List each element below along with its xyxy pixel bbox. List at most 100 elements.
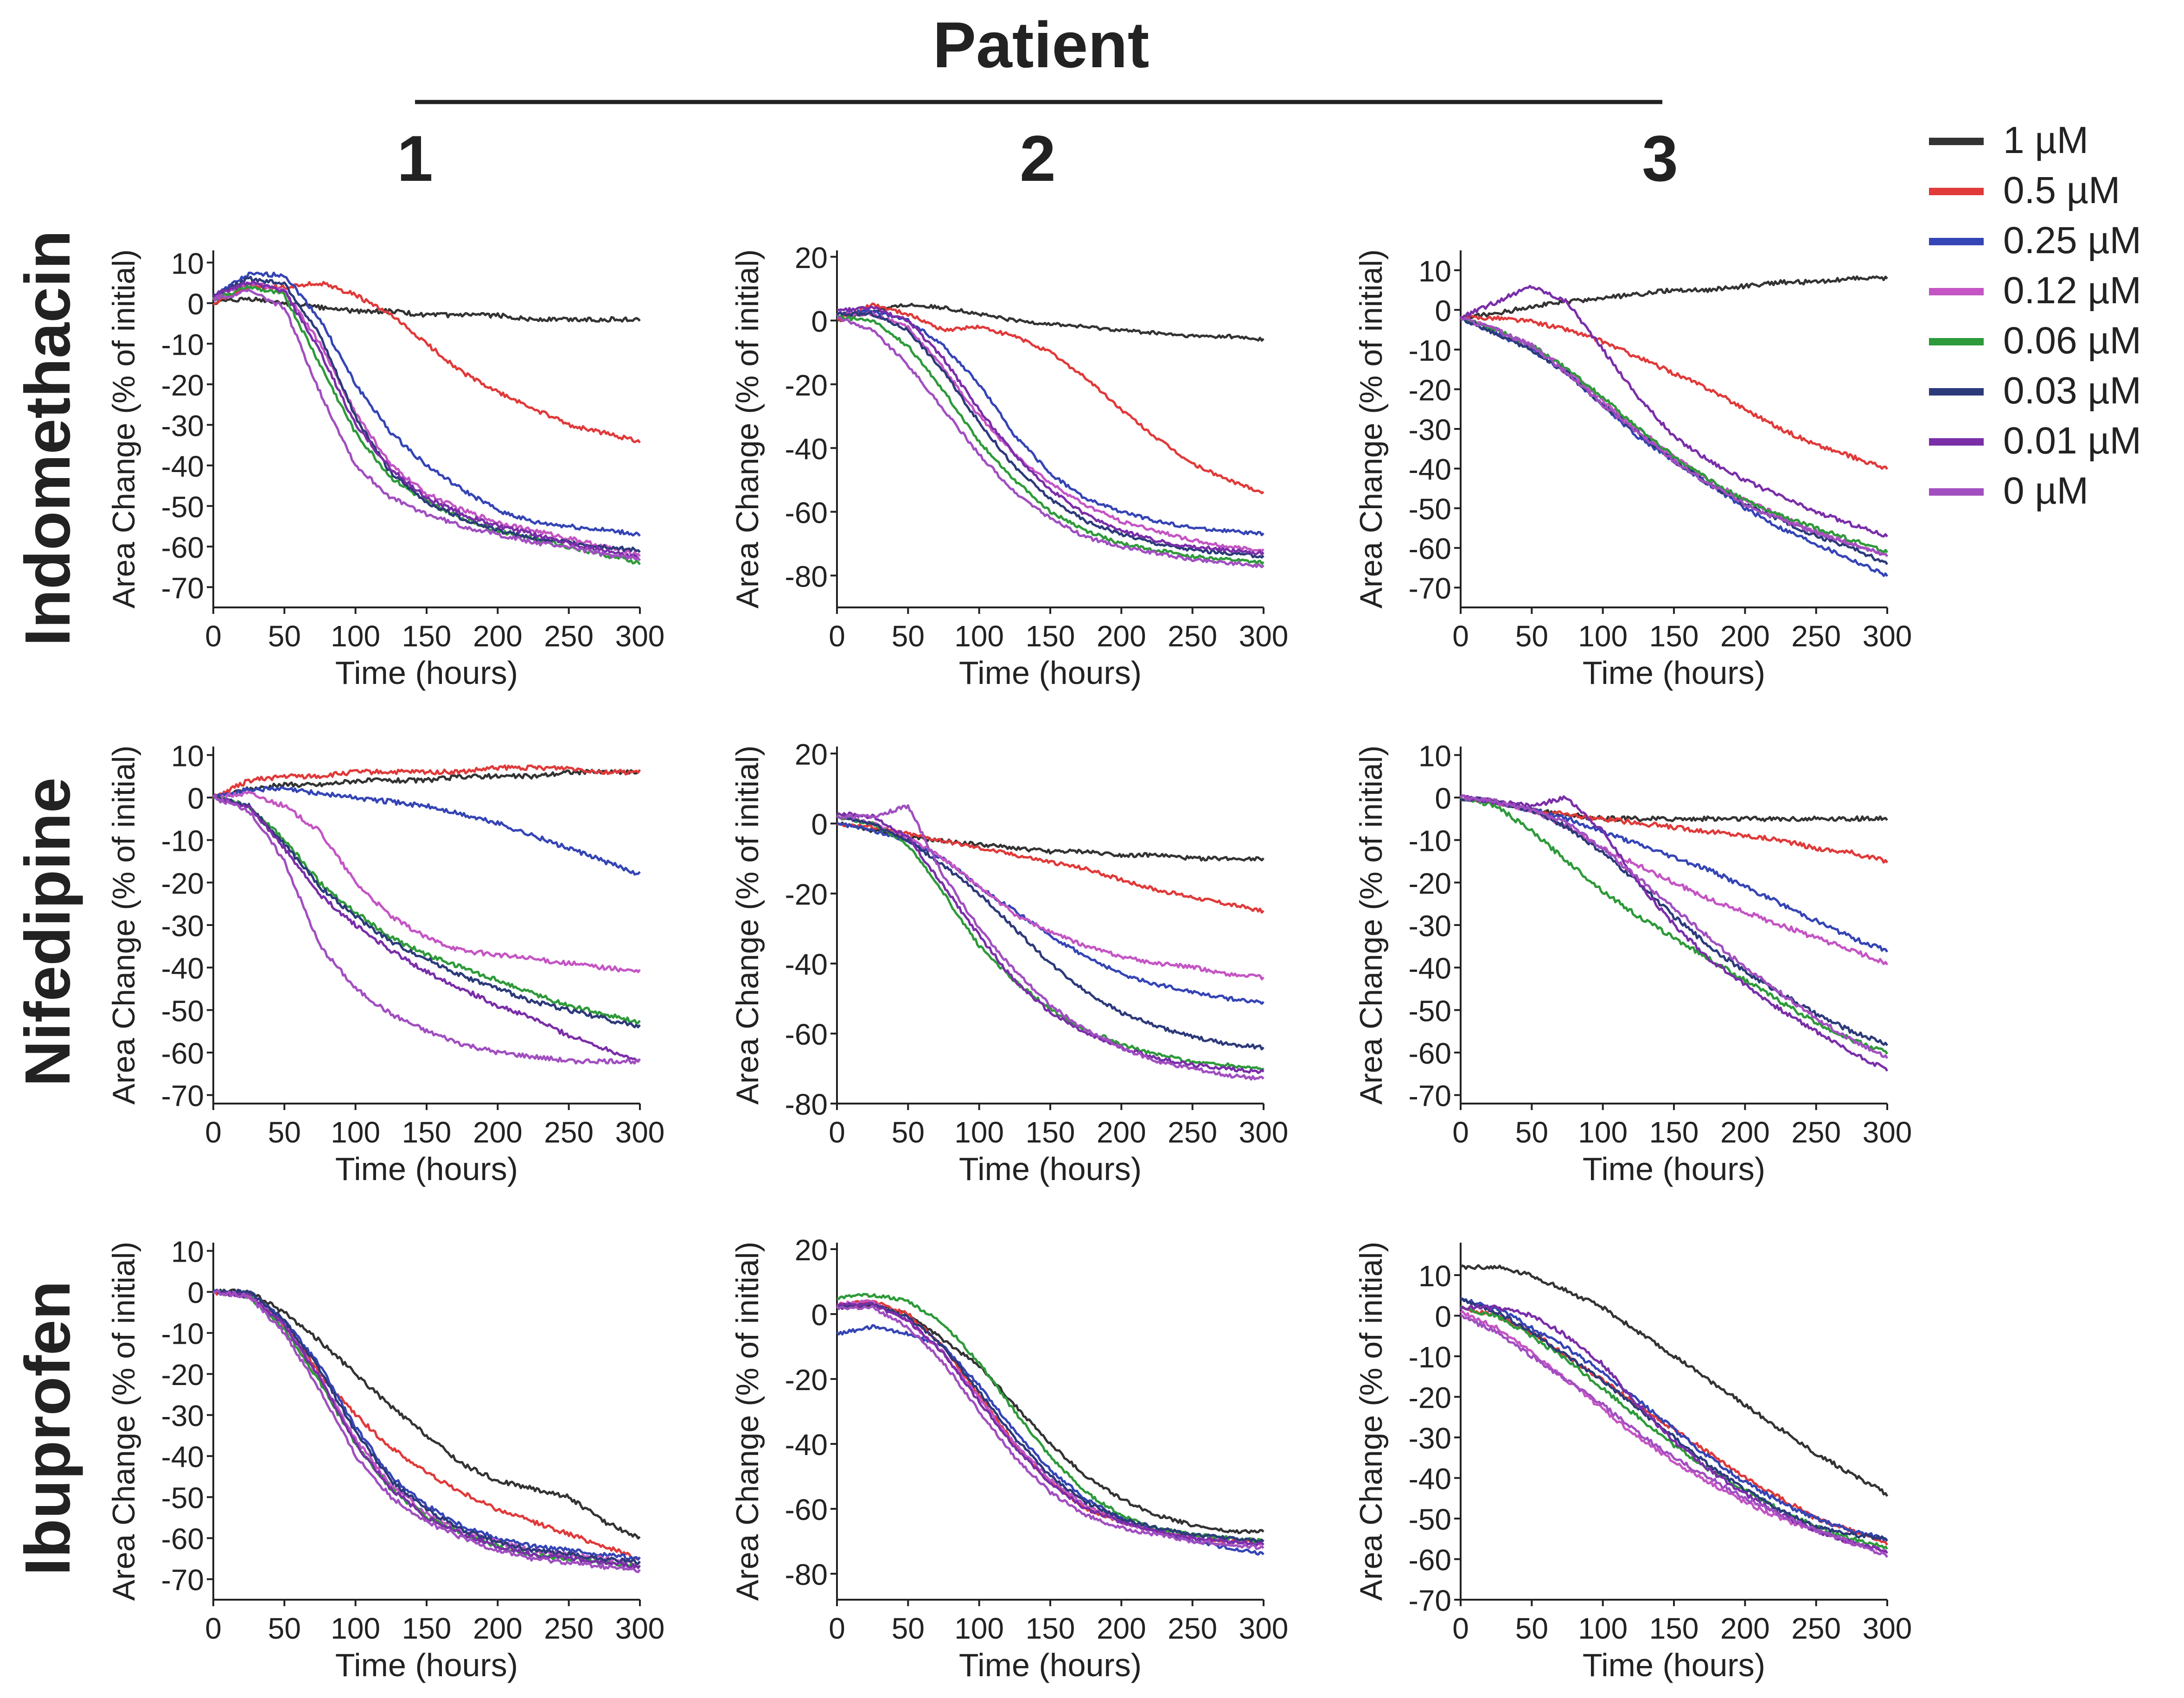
legend: 1 µM 0.5 µM 0.25 µM 0.12 µM 0.06 µM 0.03…: [1929, 119, 2141, 512]
y-tick-label: -60: [785, 496, 828, 530]
x-tick-label: 300: [615, 1612, 665, 1645]
series-line-0.25-m: [836, 822, 1264, 1005]
x-tick-label: 250: [544, 1116, 594, 1149]
y-tick-label: -40: [161, 952, 204, 985]
y-tick-label: -80: [785, 1558, 828, 1591]
series-line-0.01-m: [837, 1302, 1264, 1547]
series-line-0.03-m: [1460, 317, 1889, 565]
x-tick-label: 50: [268, 619, 301, 653]
y-tick-label: -60: [161, 1037, 204, 1070]
y-tick-label: 0: [1435, 294, 1451, 327]
x-tick-label: 150: [1649, 1116, 1699, 1149]
series-line-0.25-m: [212, 1289, 641, 1561]
x-tick-label: 300: [615, 1116, 665, 1149]
series-line-0.25-m: [1460, 317, 1889, 577]
patient-header: Patient: [933, 8, 1149, 81]
y-axis-title: Area Change (% of initial): [106, 249, 141, 609]
series-line-0.01-m: [213, 1289, 641, 1569]
y-tick-label: -40: [1409, 952, 1452, 985]
x-tick-label: 100: [954, 1116, 1004, 1149]
y-tick-label: -30: [1409, 909, 1452, 943]
x-tick-label: 150: [402, 619, 452, 653]
y-axis-title: Area Change (% of initial): [1354, 746, 1389, 1105]
x-tick-label: 50: [1515, 1612, 1548, 1645]
y-tick-label: -60: [161, 1522, 204, 1556]
y-tick-label: 0: [187, 1276, 204, 1309]
series-line-0.12-m: [1460, 1310, 1889, 1554]
series-line-0.03-m: [213, 795, 641, 1028]
series-line-0.06-m: [837, 315, 1264, 565]
y-tick-label: -70: [1409, 1079, 1452, 1113]
y-tick-label: 0: [187, 287, 204, 321]
series-line-0.12-m: [836, 1299, 1264, 1546]
x-tick-label: 100: [331, 619, 380, 653]
series-line-0-m: [836, 804, 1264, 1081]
y-tick-label: -60: [785, 1018, 828, 1051]
series-line-0.12-m: [212, 791, 641, 973]
y-tick-label: -20: [1409, 1381, 1452, 1415]
x-axis-title: Time (hours): [1583, 655, 1765, 691]
series-line-0.25-m: [836, 1324, 1264, 1556]
x-tick-label: 0: [205, 619, 222, 653]
x-tick-label: 200: [1097, 1116, 1146, 1149]
y-tick-label: 0: [811, 1298, 828, 1332]
legend-label-0.5uM: 0.5 µM: [2003, 169, 2120, 211]
x-tick-label: 0: [1452, 619, 1469, 653]
series-line-0-m: [1460, 1314, 1889, 1558]
x-tick-label: 250: [1791, 1116, 1841, 1149]
series-line-0-m: [836, 1305, 1264, 1550]
y-tick-label: -50: [1409, 994, 1452, 1028]
chart-ibuprofen-p1: 100-10-20-30-40-50-60-700 50 100 150 200 250 3…: [106, 1235, 664, 1683]
y-tick-label: -30: [161, 909, 204, 943]
series-line-0.03-m: [212, 1289, 641, 1565]
legend-label-1uM: 1 µM: [2003, 119, 2088, 161]
series-line-0.03-m: [836, 1302, 1264, 1544]
x-tick-label: 300: [615, 619, 665, 653]
x-tick-label: 100: [331, 1116, 380, 1149]
y-tick-label: -20: [161, 867, 204, 900]
y-tick-label: -80: [785, 1088, 828, 1121]
y-axis-title: Area Change (% of initial): [730, 746, 765, 1105]
x-tick-label: 250: [1168, 619, 1217, 653]
series-line-0-m: [212, 794, 641, 1065]
x-axis-title: Time (hours): [959, 655, 1142, 691]
y-tick-label: 20: [795, 241, 828, 274]
y-tick-label: -60: [161, 531, 204, 564]
series-line-0.5-m: [212, 281, 641, 444]
y-axis-title: Area Change (% of initial): [106, 746, 141, 1105]
series-line-0.5-m: [1459, 1305, 1889, 1546]
y-tick-label: 0: [1435, 1300, 1451, 1334]
series-line-1-m: [1460, 1264, 1889, 1497]
chart-ibuprofen-p3: 100-10-20-30-40-50-60-700 50 100 150 200 250 3…: [1354, 1242, 1912, 1683]
series-line-0.03-m: [1460, 796, 1889, 1047]
y-tick-label: -40: [785, 432, 828, 466]
x-tick-label: 300: [1863, 1612, 1912, 1645]
y-tick-label: -50: [1409, 1503, 1452, 1536]
series-line-0-m: [212, 1289, 641, 1573]
y-tick-label: -10: [1409, 824, 1452, 858]
series-line-0.01-m: [837, 306, 1264, 555]
x-tick-label: 200: [1720, 1116, 1770, 1149]
series-line-0.25-m: [213, 786, 641, 876]
series-line-0.03-m: [837, 815, 1264, 1051]
series-line-0-m: [1460, 317, 1889, 557]
x-tick-label: 50: [1515, 619, 1548, 653]
x-tick-label: 50: [268, 1612, 301, 1645]
x-tick-label: 200: [1097, 1612, 1146, 1645]
y-tick-label: 20: [795, 738, 828, 771]
series-line-0.12-m: [212, 1289, 641, 1566]
x-tick-label: 0: [1452, 1612, 1469, 1645]
y-tick-label: -50: [1409, 492, 1452, 526]
series-line-0.5-m: [212, 764, 641, 799]
series-line-1-m: [212, 1288, 641, 1540]
y-tick-label: -30: [1409, 1422, 1452, 1455]
chart-nifedipine-p1: 100-10-20-30-40-50-60-700 50 100 150 200 250 3…: [106, 739, 664, 1187]
x-axis-title: Time (hours): [335, 1151, 518, 1187]
x-tick-label: 100: [1578, 1612, 1628, 1645]
x-tick-label: 200: [1720, 619, 1770, 653]
x-axis-title: Time (hours): [335, 655, 518, 691]
y-tick-label: -50: [161, 490, 204, 523]
y-tick-label: -20: [161, 1358, 204, 1392]
x-axis-title: Time (hours): [959, 1151, 1142, 1187]
x-tick-label: 300: [1239, 619, 1289, 653]
